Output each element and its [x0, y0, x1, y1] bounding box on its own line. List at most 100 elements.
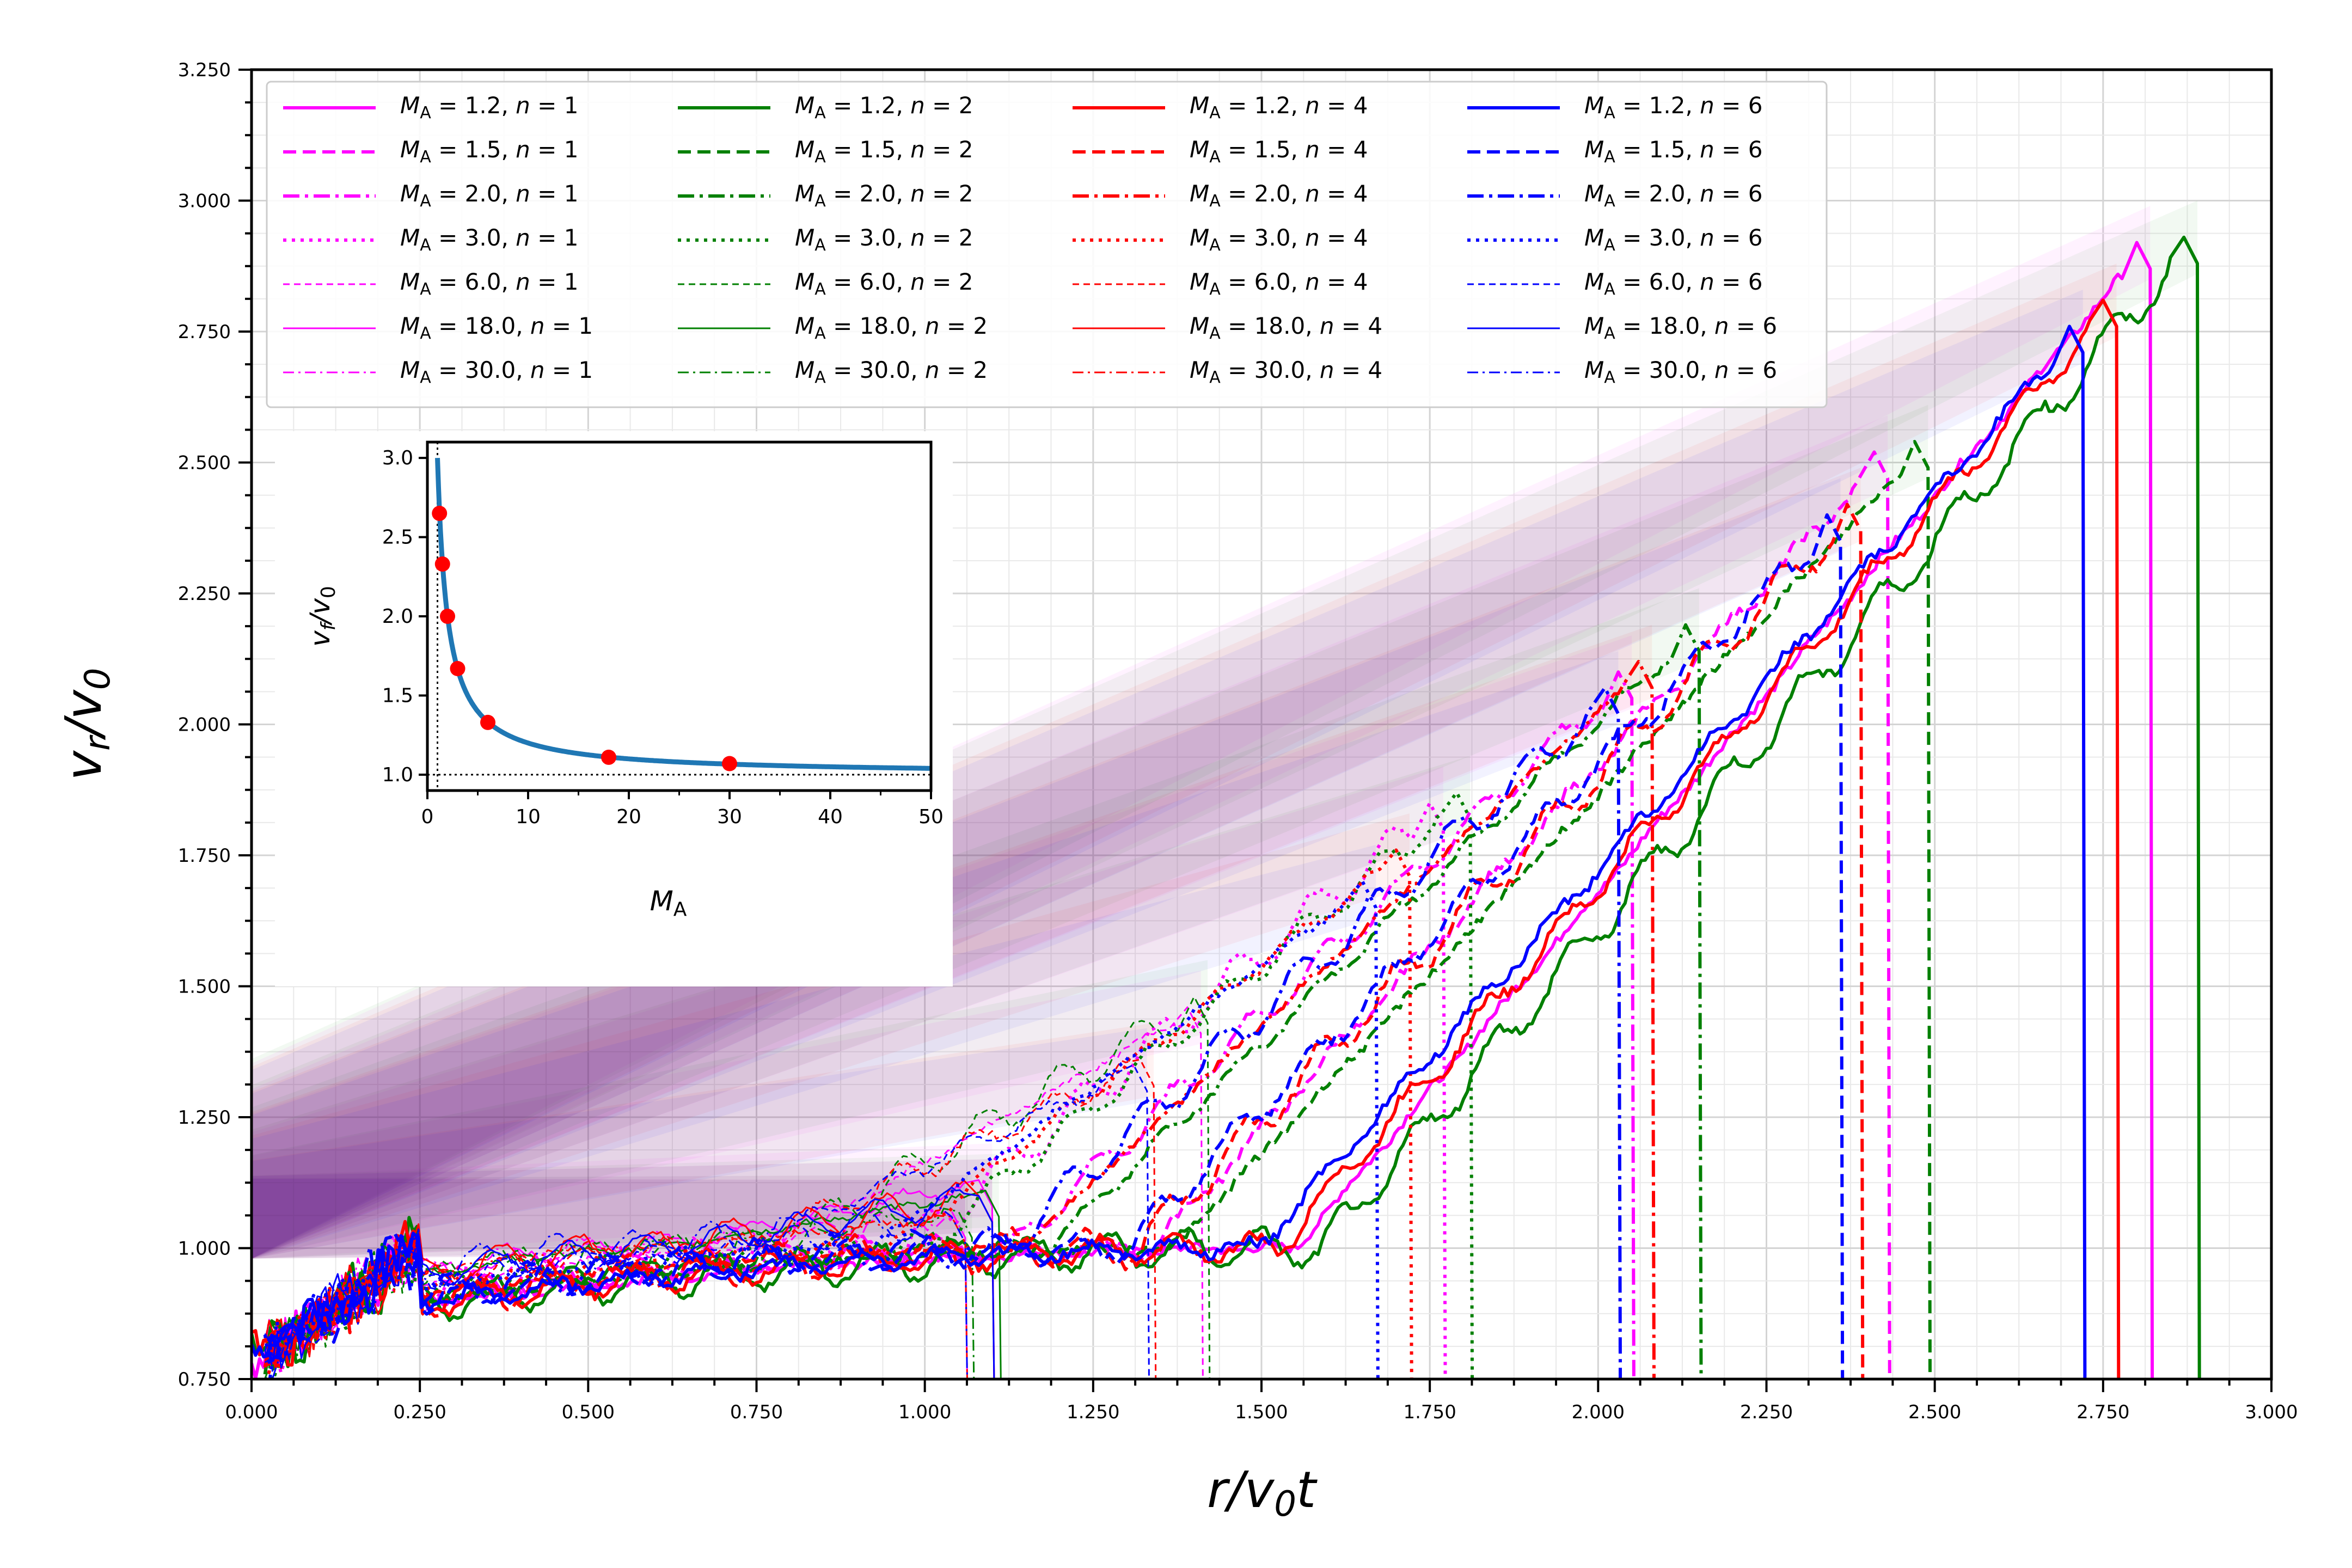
legend-label: MA = 30.0, n = 2 [795, 357, 988, 387]
series-line-MA2.0-n6 [264, 686, 1622, 1379]
inset-data-point [480, 714, 495, 730]
series-line-MA1.2-n6 [252, 324, 2087, 1379]
y-tick-label: 1.500 [178, 976, 231, 998]
confidence-band [252, 1143, 993, 1259]
legend-label: MA = 6.0, n = 6 [1584, 268, 1762, 299]
confidence-bands [252, 200, 2197, 1259]
series-line-MA1.2-n4 [252, 298, 2121, 1379]
legend-label: MA = 30.0, n = 1 [400, 357, 593, 387]
x-tick-label: 0.500 [562, 1401, 615, 1423]
x-tick-label: 1.000 [898, 1401, 951, 1423]
series-line-MA1.5-n2 [263, 440, 1932, 1379]
confidence-band [252, 290, 2083, 1259]
confidence-band [252, 200, 2197, 1259]
inset-x-axis-label: MA [650, 885, 687, 921]
confidence-band [252, 756, 1471, 1259]
y-tick-label: 2.250 [178, 583, 231, 605]
legend-label: MA = 2.0, n = 6 [1584, 180, 1762, 211]
inset-y-tick-label: 1.5 [382, 684, 413, 707]
confidence-band [252, 588, 1699, 1259]
inset-x-tick-label: 10 [516, 806, 541, 828]
inset-data-point [440, 609, 455, 624]
series-line-MA30.0-n6 [264, 1203, 968, 1379]
legend-label: MA = 18.0, n = 2 [795, 313, 988, 343]
legend-label: MA = 1.5, n = 4 [1190, 136, 1368, 167]
series-line-MA3.0-n4 [263, 848, 1413, 1379]
x-axis-label: r/v0t [1207, 1461, 1318, 1524]
legend-label: MA = 3.0, n = 4 [1190, 224, 1368, 255]
x-tick-label: 0.000 [225, 1401, 278, 1423]
y-tick-label: 0.750 [178, 1369, 231, 1391]
y-axis-label: vr/v0 [54, 668, 118, 781]
confidence-band [252, 263, 2117, 1259]
legend-label: MA = 1.2, n = 4 [1190, 92, 1368, 122]
legend-label: MA = 6.0, n = 1 [400, 268, 578, 299]
inset-chart: 0 10 20 30 40 50 1.0 1.5 2.0 2.5 3.0 MA vf/v0 [275, 431, 953, 987]
y-tick-label: 3.000 [178, 191, 231, 212]
confidence-band [252, 468, 1861, 1259]
inset-data-point [434, 556, 450, 572]
inset-y-axis-label: vf/v0 [304, 586, 340, 647]
legend-label: MA = 1.5, n = 1 [400, 136, 578, 167]
inset-y-tick-label: 1.0 [382, 764, 413, 786]
y-tick-label: 2.750 [178, 321, 231, 343]
confidence-band [252, 960, 1208, 1259]
y-tick-label: 2.000 [178, 714, 231, 736]
legend-label: MA = 2.0, n = 2 [795, 180, 973, 211]
main-series-lines [252, 235, 2201, 1379]
legend-label: MA = 3.0, n = 1 [400, 224, 578, 255]
legend-label: MA = 1.5, n = 2 [795, 136, 973, 167]
legend-label: MA = 18.0, n = 6 [1584, 313, 1777, 343]
inset-data-point [601, 749, 616, 765]
inset-x-tick-label: 0 [421, 806, 434, 828]
legend-label: MA = 1.2, n = 1 [400, 92, 578, 122]
confidence-band [252, 415, 1888, 1259]
legend-label: MA = 6.0, n = 4 [1190, 268, 1368, 299]
x-tick-label: 2.500 [1908, 1401, 1961, 1423]
confidence-band [252, 1154, 999, 1259]
inset-data-point [450, 661, 465, 676]
confidence-band [252, 206, 2151, 1259]
legend-label: MA = 6.0, n = 2 [795, 268, 973, 299]
confidence-band [252, 813, 1410, 1259]
inset-data-point [722, 756, 737, 771]
legend-label: MA = 18.0, n = 1 [400, 313, 593, 343]
inset-y-tick-label: 3.0 [382, 447, 413, 469]
legend-label: MA = 18.0, n = 4 [1190, 313, 1382, 343]
x-tick-label: 1.750 [1403, 1401, 1456, 1423]
legend-label: MA = 3.0, n = 6 [1584, 224, 1762, 255]
series-line-MA6.0-n1 [264, 1006, 1204, 1379]
legend-label: MA = 1.5, n = 6 [1584, 136, 1762, 167]
x-tick-label: 1.250 [1067, 1401, 1119, 1423]
x-tick-label: 1.500 [1235, 1401, 1288, 1423]
y-tick-label: 1.000 [178, 1238, 231, 1260]
inset-background [275, 431, 953, 987]
x-tick-label: 2.000 [1572, 1401, 1625, 1423]
y-tick-label: 3.250 [178, 59, 231, 81]
confidence-band [252, 970, 1201, 1259]
legend-label: MA = 30.0, n = 6 [1584, 357, 1777, 387]
y-tick-label: 1.750 [178, 845, 231, 867]
confidence-band [252, 405, 1928, 1259]
legend-label: MA = 1.2, n = 2 [795, 92, 973, 122]
inset-fit-curve [435, 457, 930, 771]
confidence-band [252, 1022, 1154, 1259]
inset-x-tick-label: 50 [918, 806, 944, 828]
inset-x-tick-label: 40 [818, 806, 843, 828]
inset-y-tick-label: 2.5 [382, 526, 413, 549]
confidence-band [252, 1174, 972, 1259]
x-tick-label: 2.250 [1740, 1401, 1793, 1423]
legend: MA = 1.2, n = 1 MA = 1.5, n = 1 MA = 2.0, … [266, 81, 1828, 408]
legend-label: MA = 1.2, n = 6 [1584, 92, 1762, 122]
confidence-band [252, 844, 1376, 1259]
legend-label: MA = 30.0, n = 4 [1190, 357, 1382, 387]
main-axis-ticks: 0.000 0.250 0.500 0.750 1.000 1.250 1.500 1.750… [178, 59, 2298, 1423]
confidence-band [252, 1028, 1147, 1259]
inset-data-point [432, 505, 448, 521]
confidence-band [252, 478, 1841, 1259]
inset-x-tick-label: 30 [717, 806, 742, 828]
inset-plot-area [427, 442, 931, 791]
legend-frame [266, 81, 1828, 408]
confidence-band [252, 766, 1443, 1259]
